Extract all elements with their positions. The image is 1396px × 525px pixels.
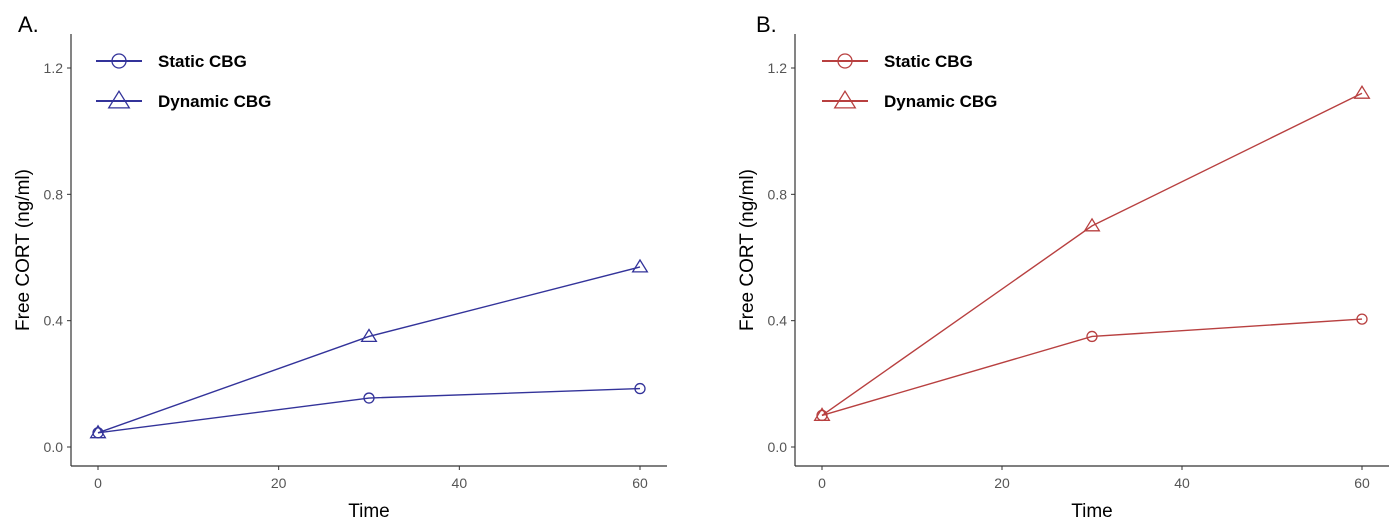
series-dynamic-cbg [89,258,649,439]
legend-item: Static CBG [822,52,973,71]
y-axis-title: Free CORT (ng/ml) [737,169,758,331]
x-tick-label: 60 [1354,475,1370,491]
legend: Static CBG Dynamic CBG [96,52,271,111]
x-tick-label: 20 [994,475,1010,491]
data-point [360,328,378,343]
x-tick-label: 20 [271,475,287,491]
legend-marker-circle [837,53,853,69]
legend-label: Static CBG [884,52,973,71]
panel-label: A. [18,12,39,37]
series-static-cbg [92,382,646,439]
legend-label: Dynamic CBG [158,92,271,111]
legend-item: Static CBG [96,52,247,71]
y-tick-label: 1.2 [768,60,788,76]
legend-marker-triangle [107,89,131,109]
data-point [634,382,646,395]
x-tick-label: 60 [632,475,648,491]
legend-label: Dynamic CBG [884,92,997,111]
legend-item: Dynamic CBG [822,89,997,111]
data-point [1083,217,1101,232]
series-line [821,92,1363,416]
legend-marker-triangle [833,89,857,109]
series-line [821,318,1363,417]
panel-label: B. [756,12,777,37]
y-tick-label: 0.8 [768,186,788,202]
legend-marker-circle [111,53,127,69]
y-tick-label: 0.0 [44,439,64,455]
y-axis-title: Free CORT (ng/ml) [13,169,34,331]
y-tick-label: 1.2 [44,60,64,76]
x-axis-title: Time [1071,501,1113,522]
x-tick-label: 40 [452,475,468,491]
legend-item: Dynamic CBG [96,89,271,111]
data-point [89,424,107,439]
series-line [97,266,641,434]
data-point [1086,330,1098,343]
y-tick-label: 0.4 [44,313,64,329]
y-tick-label: 0.4 [768,313,788,329]
chart-panel-a: A. 0.0 0.4 0.8 1.2 0 20 40 60 Time Free CORT (ng/m… [13,12,667,522]
data-point [1356,313,1368,325]
x-axis-title: Time [348,501,390,522]
legend: Static CBG Dynamic CBG [822,52,997,111]
data-point [631,258,649,273]
y-tick-label: 0.0 [768,439,788,455]
x-tick-label: 40 [1174,475,1190,491]
data-point [363,392,375,404]
x-tick-label: 0 [94,475,102,491]
series-line [97,387,641,434]
series-dynamic-cbg [813,85,1371,421]
series-static-cbg [816,313,1368,422]
chart-panel-b: B. 0.0 0.4 0.8 1.2 0 20 40 60 Time Free CORT (ng/m… [737,12,1389,522]
y-tick-label: 0.8 [44,186,64,202]
data-point [813,407,831,421]
x-tick-label: 0 [818,475,826,491]
legend-label: Static CBG [158,52,247,71]
data-point [1353,85,1371,99]
